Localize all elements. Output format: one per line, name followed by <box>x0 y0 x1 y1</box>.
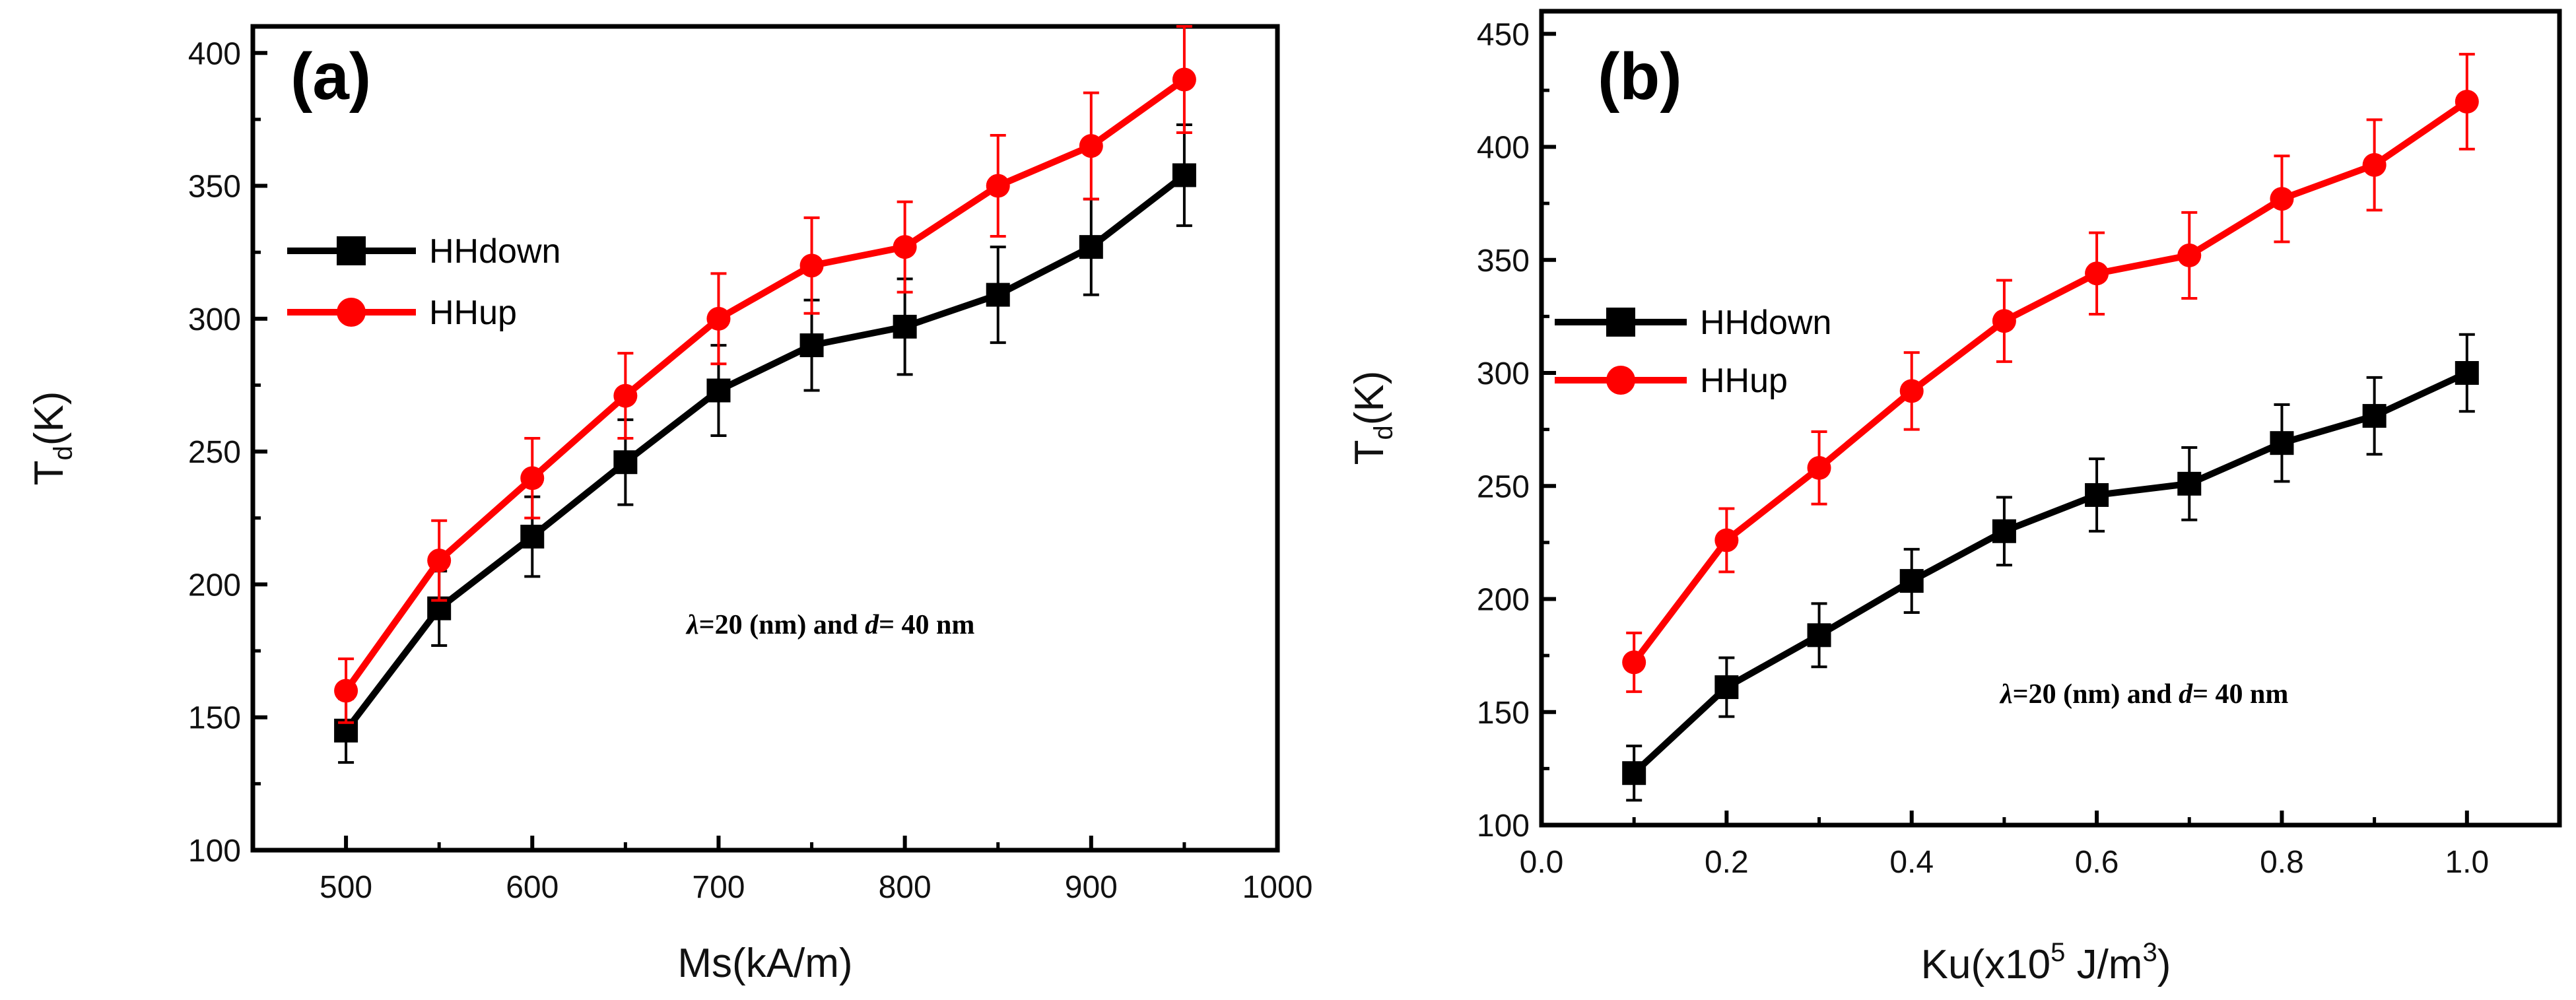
panel-a-legend: HHdown HHup <box>287 232 560 332</box>
panel-a-hhup-point-4 <box>706 306 731 331</box>
panel-a-hhup-point-1 <box>427 549 452 573</box>
panel-a-hhdown-point-8 <box>1079 235 1103 259</box>
panel-b-hhup-point-2 <box>1807 455 1831 480</box>
panel-a-ytick-label-4: 300 <box>188 302 241 337</box>
panel-b-xtick-label-1: 0.2 <box>1705 845 1749 880</box>
panel-b-hhup-point-4 <box>1992 309 2016 333</box>
panel-b-ytick-label-0: 100 <box>1477 809 1530 844</box>
panel-a-label: (a) <box>290 40 371 114</box>
panel-a-hhdown-point-5 <box>799 333 824 358</box>
panel-a-hhdown-point-6 <box>893 314 917 339</box>
panel-a-hhup-point-0 <box>334 679 358 703</box>
panel-b-hhup-point-6 <box>2177 243 2202 267</box>
panel-a-ytick-label-6: 400 <box>188 36 241 71</box>
panel-a-hhdown-point-2 <box>520 524 545 549</box>
legend-a-hhup-marker <box>337 298 366 327</box>
panel-b-xtick-label-5: 1.0 <box>2445 845 2489 880</box>
legend-a-hhdown-label: HHdown <box>429 232 560 271</box>
panel-b: (b) Ku(x105 J/m3) Td(K) 0.0 0.2 0.4 0.6 0.8 1… <box>1347 9 2562 987</box>
panel-b-hhdown-point-6 <box>2177 471 2202 496</box>
panel-a-hhdown-point-9 <box>1172 163 1196 187</box>
panel-a-xtick-label-1: 600 <box>506 870 559 905</box>
panel-a-ylabel: Td(K) <box>26 391 78 486</box>
panel-a-ytick-label-1: 150 <box>188 701 241 736</box>
panel-b-ylabel: Td(K) <box>1347 371 1398 465</box>
panel-b-ytick-label-5: 350 <box>1477 244 1530 279</box>
legend-a-hhup-label: HHup <box>429 294 517 332</box>
panel-b-hhup-point-3 <box>1899 379 1924 403</box>
panel-a-hhup-line <box>343 77 1186 693</box>
panel-b-ytick-label-4: 300 <box>1477 356 1530 391</box>
panel-a-frame <box>250 24 1280 853</box>
panel-b-ytick-label-7: 450 <box>1477 17 1530 52</box>
panel-a-xtick-label-3: 800 <box>879 870 932 905</box>
panel-b-hhdown-point-2 <box>1807 623 1831 648</box>
panel-b-hhdown-point-5 <box>2085 483 2109 507</box>
panel-b-series <box>1622 53 2479 802</box>
panel-b-ytick-label-6: 400 <box>1477 131 1530 166</box>
panel-b-hhup-point-5 <box>2085 261 2109 286</box>
panel-b-hhdown-point-7 <box>2270 431 2294 455</box>
panel-a-series <box>334 25 1196 764</box>
panel-a-hhup-point-3 <box>613 383 638 408</box>
panel-b-axes: 0.0 0.2 0.4 0.6 0.8 1.0 100 150 200 250 300 350 400 4… <box>1477 17 2489 880</box>
panel-a-hhup-point-6 <box>893 235 917 259</box>
panel-b-frame <box>1539 9 2562 828</box>
panel-a-ytick-label-5: 350 <box>188 170 241 205</box>
panel-a-hhdown-point-3 <box>613 450 638 475</box>
panel-a: (a) Ms(kA/m) Td(K) 500 600 700 800 900 1000 10… <box>26 24 1312 986</box>
panel-a-hhup-point-7 <box>986 174 1010 198</box>
panel-b-hhdown-point-3 <box>1899 569 1924 593</box>
legend-a-hhdown-marker <box>337 236 366 265</box>
panel-a-xtick-label-2: 700 <box>692 870 745 905</box>
panel-b-xlabel: Ku(x105 J/m3) <box>1921 938 2171 987</box>
panel-a-hhup-point-8 <box>1079 134 1103 158</box>
legend-b-hhdown-label: HHdown <box>1700 304 1831 342</box>
legend-b-hhup-label: HHup <box>1700 362 1788 400</box>
panel-a-hhdown-point-7 <box>986 283 1010 307</box>
panel-b-hhdown-point-4 <box>1992 519 2016 543</box>
panel-a-xtick-label-4: 900 <box>1065 870 1118 905</box>
panel-b-hhdown-point-1 <box>1714 675 1739 700</box>
panel-a-annotation: λ=20 (nm) and d= 40 nm <box>685 610 974 640</box>
panel-a-ytick-label-0: 100 <box>188 834 241 869</box>
legend-b-hhup-marker <box>1606 366 1635 395</box>
panel-b-xtick-label-2: 0.4 <box>1889 845 1934 880</box>
panel-b-hhup-point-8 <box>2362 152 2387 177</box>
panel-b-hhup-point-0 <box>1622 650 1646 675</box>
panel-b-ytick-label-1: 150 <box>1477 696 1530 731</box>
panel-b-hhup-point-9 <box>2455 90 2479 114</box>
panel-a-hhdown-line <box>343 172 1186 733</box>
panel-a-hhdown-point-4 <box>706 378 731 403</box>
panel-b-hhdown-line <box>1631 370 2468 776</box>
panel-b-legend: HHdown HHup <box>1555 304 1831 400</box>
panel-b-ytick-label-2: 200 <box>1477 583 1530 618</box>
panel-b-ytick-label-3: 250 <box>1477 469 1530 504</box>
panel-a-axes: 500 600 700 800 900 1000 100 150 200 250 300 350 400 <box>188 36 1312 905</box>
panel-b-label: (b) <box>1598 40 1682 114</box>
panel-b-hhdown-point-0 <box>1622 761 1646 785</box>
panel-b-xtick-label-3: 0.6 <box>2075 845 2119 880</box>
panel-b-xtick-label-0: 0.0 <box>1520 845 1564 880</box>
panel-b-hhdown-point-9 <box>2455 361 2479 385</box>
panel-a-hhup-point-9 <box>1172 67 1196 92</box>
panel-a-xtick-label-0: 500 <box>320 870 372 905</box>
panel-b-xtick-label-4: 0.8 <box>2260 845 2304 880</box>
panel-a-xtick-label-5: 1000 <box>1242 870 1313 905</box>
panel-a-ytick-label-2: 200 <box>188 568 241 603</box>
panel-b-hhup-point-7 <box>2270 187 2294 211</box>
panel-b-hhup-line <box>1631 98 2469 665</box>
panel-a-xlabel: Ms(kA/m) <box>677 941 852 986</box>
panel-b-annotation: λ=20 (nm) and d= 40 nm <box>1999 679 2288 710</box>
legend-b-hhdown-marker <box>1606 308 1635 337</box>
panel-a-ytick-label-3: 250 <box>188 435 241 470</box>
panel-a-hhup-point-2 <box>520 466 545 490</box>
panel-b-hhdown-point-8 <box>2362 404 2387 428</box>
panel-b-hhup-point-1 <box>1714 528 1739 552</box>
panel-a-hhup-point-5 <box>799 253 824 278</box>
